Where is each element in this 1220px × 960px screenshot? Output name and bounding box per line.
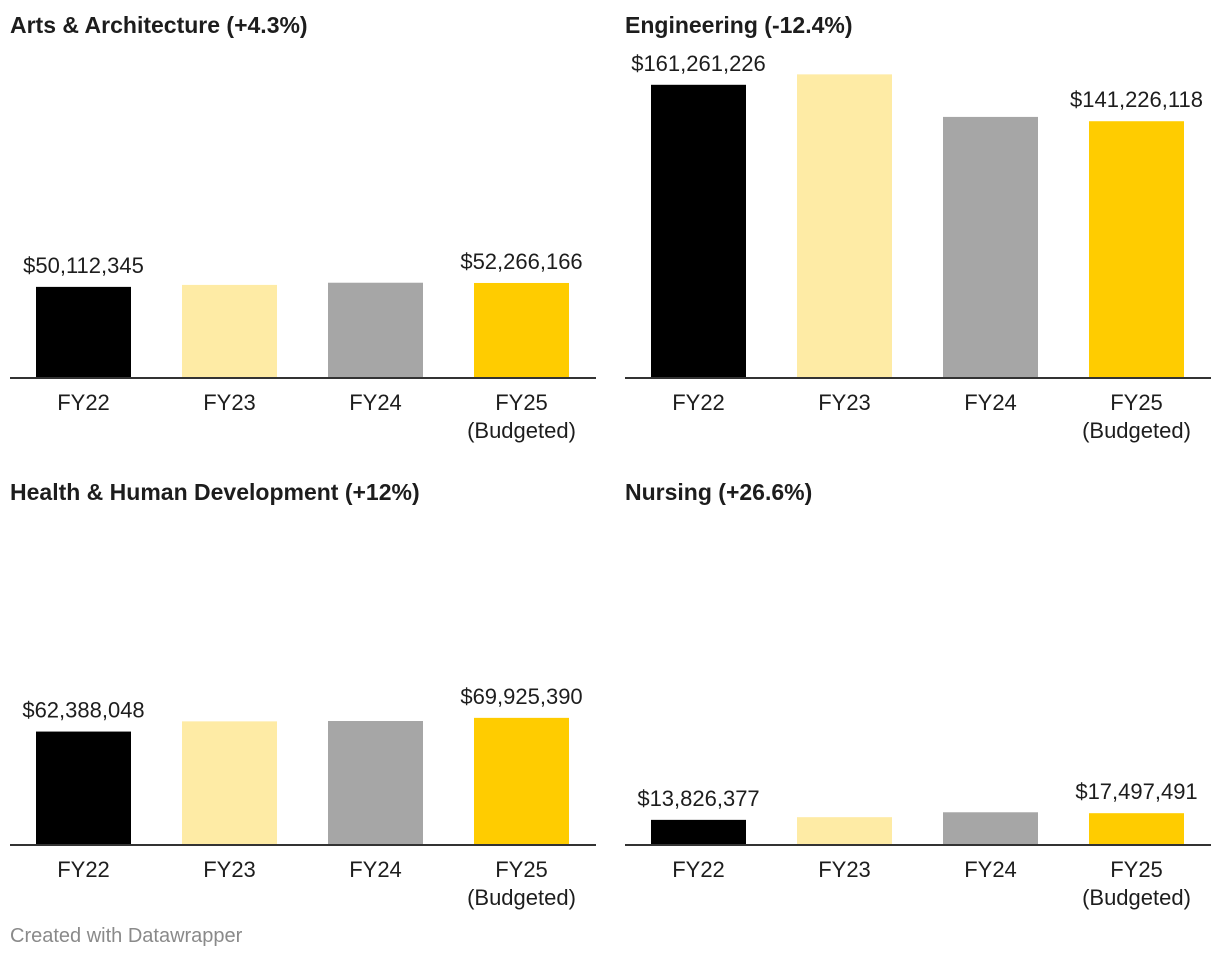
chart-title: Health & Human Development (+12%) — [10, 479, 420, 505]
bar-chart-health-human-development: $62,388,048 FY22 FY23 FY24 $69,925,390 FY25 (B… — [10, 684, 596, 910]
bar — [182, 284, 277, 378]
x-tick-label-line: FY24 — [964, 857, 1017, 882]
x-tick-label: FY23 — [818, 390, 871, 415]
value-label: $69,925,390 — [460, 684, 582, 709]
x-tick-label-line: FY24 — [349, 857, 402, 882]
x-tick-label: FY25 (Budgeted) — [467, 857, 576, 910]
x-tick-label: FY23 — [203, 390, 256, 415]
bar — [1089, 121, 1184, 378]
x-tick-label: FY22 — [57, 857, 110, 882]
bar — [36, 731, 131, 845]
x-tick-label-line: (Budgeted) — [467, 885, 576, 910]
value-label: $141,226,118 — [1070, 87, 1203, 112]
value-label: $62,388,048 — [22, 698, 144, 723]
bar — [474, 717, 569, 845]
x-tick-label-line: FY23 — [818, 857, 871, 882]
value-label: $52,266,166 — [460, 249, 582, 274]
x-tick-label: FY22 — [57, 390, 110, 415]
x-tick-label: FY23 — [818, 857, 871, 882]
x-tick-label: FY23 — [203, 857, 256, 882]
x-tick-label-line: FY22 — [672, 857, 725, 882]
x-tick-label: FY24 — [964, 857, 1017, 882]
x-tick-label-line: (Budgeted) — [1082, 418, 1191, 443]
x-tick-label-line: FY25 — [495, 390, 548, 415]
value-label: $17,497,491 — [1075, 779, 1197, 804]
x-tick-label-line: FY25 — [1110, 857, 1163, 882]
x-tick-label: FY25 (Budgeted) — [1082, 390, 1191, 443]
x-tick-label-line: FY22 — [57, 390, 110, 415]
bar — [943, 812, 1038, 845]
chart-panel-health-human-development: Health & Human Development (+12%) $62,38… — [10, 467, 600, 910]
value-label: $50,112,345 — [23, 253, 144, 278]
bar — [328, 282, 423, 378]
x-tick-label: FY25 (Budgeted) — [1082, 857, 1191, 910]
value-label: $13,826,377 — [637, 786, 759, 811]
chart-title: Arts & Architecture (+4.3%) — [10, 12, 308, 38]
chart-title: Nursing (+26.6%) — [625, 479, 813, 505]
x-tick-label-line: FY23 — [818, 390, 871, 415]
bar — [36, 286, 131, 378]
x-tick-label: FY24 — [964, 390, 1017, 415]
x-tick-label-line: (Budgeted) — [1082, 885, 1191, 910]
bar — [474, 282, 569, 378]
bar — [1089, 813, 1184, 845]
chart-panel-arts-architecture: Arts & Architecture (+4.3%) $50,112,345 F… — [10, 0, 600, 443]
bar — [328, 721, 423, 845]
x-tick-label: FY22 — [672, 857, 725, 882]
bar — [943, 116, 1038, 378]
x-tick-label: FY22 — [672, 390, 725, 415]
chart-panel-engineering: Engineering (-12.4%) $161,261,226 FY22 FY2… — [625, 0, 1215, 443]
x-tick-label-line: FY25 — [495, 857, 548, 882]
bar-chart-arts-architecture: $50,112,345 FY22 FY23 FY24 $52,266,166 FY25 (B… — [10, 249, 596, 443]
bar — [651, 84, 746, 379]
bar — [797, 817, 892, 845]
bar — [182, 721, 277, 845]
chart-title: Engineering (-12.4%) — [625, 12, 853, 38]
x-tick-label: FY25 (Budgeted) — [467, 390, 576, 443]
x-tick-label-line: FY23 — [203, 390, 256, 415]
x-tick-label-line: FY23 — [203, 857, 256, 882]
value-label: $161,261,226 — [631, 51, 766, 76]
chart-panel-nursing: Nursing (+26.6%) $13,826,377 FY22 FY23 FY24… — [625, 467, 1215, 910]
x-tick-label-line: FY24 — [349, 390, 402, 415]
x-tick-label: FY24 — [349, 857, 402, 882]
datawrapper-credit: Created with Datawrapper — [10, 925, 243, 947]
bar — [651, 819, 746, 845]
x-tick-label-line: FY22 — [672, 390, 725, 415]
x-tick-label: FY24 — [349, 390, 402, 415]
bar-chart-engineering: $161,261,226 FY22 FY23 FY24 $141,226,118 FY25… — [625, 51, 1211, 443]
bar — [797, 74, 892, 378]
bar-chart-nursing: $13,826,377 FY22 FY23 FY24 $17,497,491 FY25 (B… — [625, 779, 1211, 910]
x-tick-label-line: FY24 — [964, 390, 1017, 415]
x-tick-label-line: FY25 — [1110, 390, 1163, 415]
x-tick-label-line: FY22 — [57, 857, 110, 882]
x-tick-label-line: (Budgeted) — [467, 418, 576, 443]
